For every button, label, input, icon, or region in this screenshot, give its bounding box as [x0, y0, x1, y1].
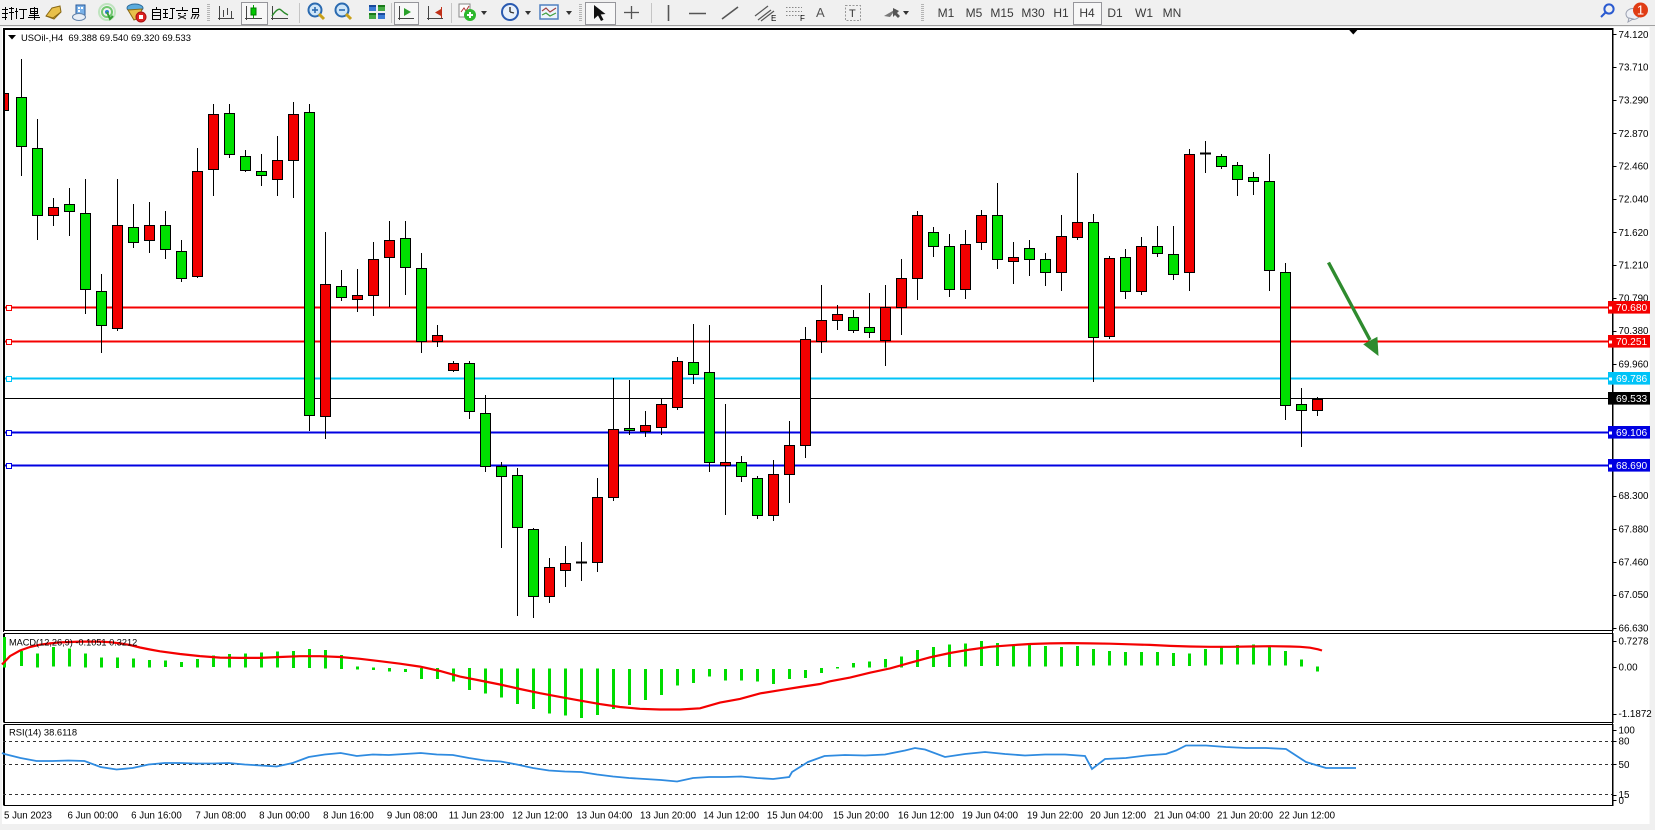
svg-text:15 Jun 20:00: 15 Jun 20:00	[833, 811, 890, 822]
svg-text:69.533: 69.533	[1616, 394, 1647, 405]
svg-text:80: 80	[1619, 737, 1630, 748]
svg-text:71.620: 71.620	[1619, 228, 1650, 239]
svg-text:8 Jun 16:00: 8 Jun 16:00	[323, 811, 374, 822]
svg-text:M30: M30	[1021, 6, 1045, 20]
svg-text:M5: M5	[966, 6, 983, 20]
svg-text:14 Jun 12:00: 14 Jun 12:00	[703, 811, 760, 822]
svg-text:0.7278: 0.7278	[1619, 636, 1650, 647]
svg-text:70.680: 70.680	[1616, 303, 1647, 314]
svg-text:H1: H1	[1053, 6, 1069, 20]
svg-text:13 Jun 04:00: 13 Jun 04:00	[576, 811, 633, 822]
svg-text:15: 15	[1619, 790, 1630, 801]
svg-text:7 Jun 08:00: 7 Jun 08:00	[195, 811, 246, 822]
svg-text:72.040: 72.040	[1619, 195, 1650, 206]
svg-text:68.690: 68.690	[1616, 461, 1647, 472]
svg-text:71.210: 71.210	[1619, 260, 1650, 271]
svg-text:F: F	[800, 14, 805, 23]
svg-text:MN: MN	[1163, 6, 1182, 20]
svg-text:100: 100	[1619, 726, 1636, 737]
svg-text:0: 0	[1619, 796, 1625, 807]
svg-text:69.106: 69.106	[1616, 428, 1647, 439]
svg-text:M1: M1	[938, 6, 955, 20]
svg-text:9 Jun 08:00: 9 Jun 08:00	[387, 811, 438, 822]
svg-text:67.050: 67.050	[1619, 590, 1650, 601]
svg-text:68.300: 68.300	[1619, 491, 1650, 502]
svg-text:73.290: 73.290	[1619, 96, 1650, 107]
svg-text:D1: D1	[1107, 6, 1123, 20]
svg-text:8 Jun 00:00: 8 Jun 00:00	[259, 811, 310, 822]
svg-text:E: E	[771, 14, 776, 23]
svg-text:0.00: 0.00	[1619, 663, 1639, 674]
svg-text:21 Jun 20:00: 21 Jun 20:00	[1217, 811, 1274, 822]
svg-text:70.380: 70.380	[1619, 326, 1650, 337]
svg-text:M15: M15	[990, 6, 1014, 20]
svg-text:22 Jun 12:00: 22 Jun 12:00	[1279, 811, 1336, 822]
svg-text:1: 1	[1637, 3, 1644, 18]
svg-text:67.880: 67.880	[1619, 524, 1650, 535]
svg-text:69.786: 69.786	[1616, 374, 1647, 385]
svg-text:T: T	[849, 8, 856, 20]
svg-text:19 Jun 22:00: 19 Jun 22:00	[1027, 811, 1084, 822]
svg-text:69.960: 69.960	[1619, 360, 1650, 371]
svg-text:H4: H4	[1079, 6, 1095, 20]
svg-text:66.630: 66.630	[1619, 624, 1650, 635]
svg-text:16 Jun 12:00: 16 Jun 12:00	[898, 811, 955, 822]
svg-text:-1.1872: -1.1872	[1619, 709, 1652, 720]
svg-text:21 Jun 04:00: 21 Jun 04:00	[1154, 811, 1211, 822]
svg-text:73.710: 73.710	[1619, 62, 1650, 73]
svg-text:67.460: 67.460	[1619, 558, 1650, 569]
svg-text:15 Jun 04:00: 15 Jun 04:00	[767, 811, 824, 822]
svg-text:11 Jun 23:00: 11 Jun 23:00	[449, 811, 505, 822]
svg-text:5 Jun 2023: 5 Jun 2023	[4, 811, 52, 822]
svg-text:74.120: 74.120	[1619, 30, 1650, 41]
svg-text:6 Jun 00:00: 6 Jun 00:00	[67, 811, 118, 822]
svg-text:13 Jun 20:00: 13 Jun 20:00	[640, 811, 697, 822]
svg-text:12 Jun 12:00: 12 Jun 12:00	[512, 811, 569, 822]
svg-text:W1: W1	[1135, 6, 1153, 20]
svg-text:70.251: 70.251	[1616, 337, 1647, 348]
svg-text:70.790: 70.790	[1619, 294, 1650, 305]
svg-text:MACD(12,26,9) -0.1051 0.3212: MACD(12,26,9) -0.1051 0.3212	[9, 638, 137, 648]
svg-text:USOil-,H4 69.388 69.540 69.32: USOil-,H4 69.388 69.540 69.320 69.533	[21, 32, 191, 43]
svg-text:A: A	[816, 5, 825, 20]
svg-text:50: 50	[1619, 760, 1630, 771]
svg-text:RSI(14) 38.6118: RSI(14) 38.6118	[9, 727, 77, 738]
svg-text:72.870: 72.870	[1619, 129, 1650, 140]
svg-text:6 Jun 16:00: 6 Jun 16:00	[131, 811, 182, 822]
svg-text:20 Jun 12:00: 20 Jun 12:00	[1090, 811, 1147, 822]
svg-text:72.460: 72.460	[1619, 161, 1650, 172]
svg-text:19 Jun 04:00: 19 Jun 04:00	[962, 811, 1019, 822]
